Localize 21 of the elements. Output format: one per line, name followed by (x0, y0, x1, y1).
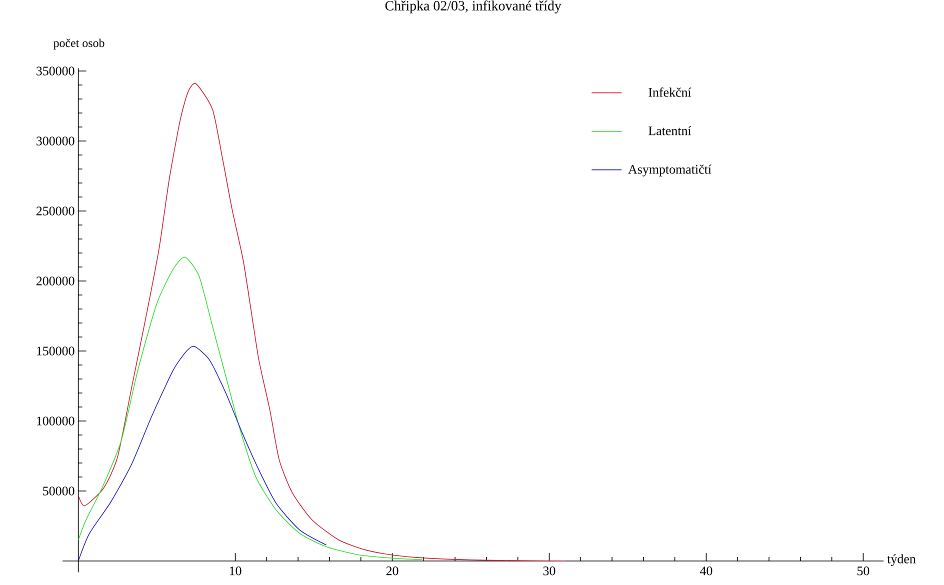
x-tick-label: 20 (386, 566, 398, 576)
chart-title: Chřipka 02/03, infikované třídy (385, 0, 562, 14)
legend-label: Infekční (648, 87, 692, 97)
legend-label: Latentní (648, 126, 692, 136)
y-tick-label: 200000 (36, 276, 74, 286)
line-series (78, 346, 327, 562)
y-tick-label: 350000 (36, 66, 74, 76)
legend-label: Asymptomatičtí (628, 164, 712, 176)
y-tick-label: 100000 (37, 416, 74, 426)
y-tick-label: 250000 (36, 206, 74, 216)
y-tick-label: 300000 (36, 136, 74, 146)
x-tick-label: 50 (857, 566, 870, 576)
line-series (78, 256, 422, 560)
x-tick-label: 40 (700, 566, 712, 576)
x-tick-label: 10 (230, 566, 242, 576)
line-series (78, 83, 566, 562)
y-tick-label: 150000 (37, 346, 74, 356)
y-axis-title: počet osob (53, 38, 104, 50)
x-axis-title: týden (887, 554, 916, 566)
y-tick-label: 50000 (43, 486, 74, 496)
x-tick-label: 30 (543, 566, 556, 576)
